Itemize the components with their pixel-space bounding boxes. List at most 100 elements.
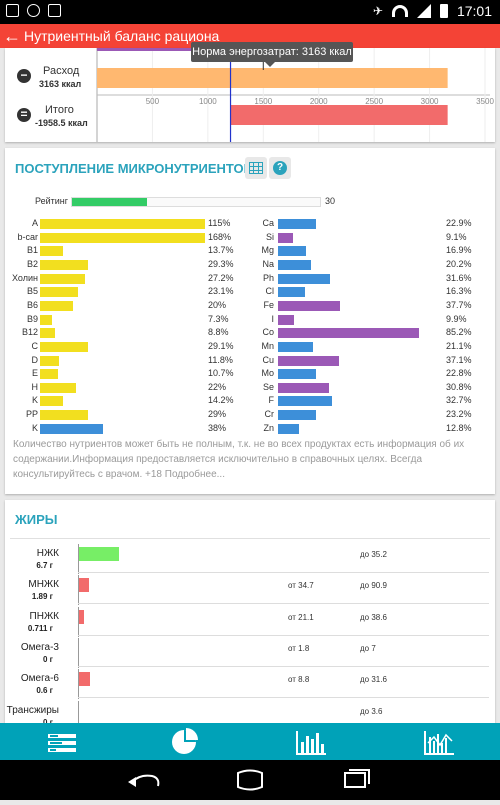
fat-bar: [79, 547, 119, 561]
help-button[interactable]: ?: [269, 157, 291, 179]
nutrient-bar: [40, 259, 89, 270]
divider: [10, 538, 490, 539]
fats-card: ЖИРЫ НЖК 6.7 г до 35.2 МНЖК 1.89 г от 34.7 до …: [5, 500, 495, 731]
fat-amount: 0.6 г: [36, 686, 53, 696]
nutrient-bar: [40, 219, 205, 229]
fat-amount: 6.7 г: [36, 561, 53, 570]
mineral-bar: [278, 232, 293, 243]
expense-bar: [97, 68, 448, 88]
nutrient-percent: 115%: [208, 218, 231, 228]
rating-value: 30: [325, 196, 336, 206]
fat-range-to: до 31.6: [360, 675, 387, 685]
mineral-bar: [278, 423, 300, 434]
fat-amount: 0 г: [42, 654, 53, 664]
mineral-bar: [278, 382, 329, 393]
mineral-label: Mn: [261, 340, 274, 351]
page-title: Нутриентный баланс рациона: [24, 28, 220, 44]
nutrient-label: H: [31, 381, 39, 392]
nutrient-percent: 29.3%: [208, 258, 234, 269]
home-icon[interactable]: [237, 769, 263, 791]
fat-name: Омега-3: [20, 641, 59, 653]
wifi-icon: [391, 5, 408, 17]
mineral-label: Cl: [265, 286, 275, 297]
mineral-label: Fe: [263, 299, 274, 310]
fat-range-to: до 38.6: [360, 612, 387, 622]
status-bar: ✈ 17:01: [0, 0, 500, 24]
table-view-button[interactable]: [245, 157, 267, 179]
nutrient-percent: 23.1%: [208, 286, 234, 297]
system-nav-bar: [0, 760, 500, 800]
fat-range-to: до 3.6: [360, 706, 383, 716]
mineral-bar: [278, 219, 316, 229]
energy-tick-label: 1500: [254, 97, 272, 106]
nutrient-label: Холин: [12, 272, 38, 283]
fat-range-from: от 21.1: [288, 612, 314, 622]
expense-minus-button[interactable]: −: [17, 69, 31, 83]
mineral-label: Co: [262, 327, 274, 338]
mineral-label: Zn: [263, 422, 274, 433]
nutrient-percent: 38%: [208, 422, 227, 433]
energy-tick-label: 3500: [476, 97, 494, 106]
recents-icon[interactable]: [344, 769, 370, 788]
mineral-percent: 21.1%: [446, 340, 472, 351]
fat-name: МНЖК: [28, 579, 59, 591]
nutrient-bar: [40, 273, 85, 284]
energy-tick-label: 3000: [421, 97, 439, 106]
list-view-icon[interactable]: [48, 734, 76, 752]
mineral-bar: [278, 355, 340, 366]
fat-axis: [78, 575, 79, 606]
fat-baseline: [78, 572, 489, 573]
mineral-percent: 16.3%: [446, 286, 472, 297]
nutrient-bar: [40, 300, 73, 311]
fat-axis: [78, 544, 79, 574]
nutrient-percent: 7.3%: [208, 313, 229, 324]
fat-axis: [78, 606, 79, 637]
mineral-bar: [278, 300, 341, 311]
fat-range-to: до 35.2: [360, 550, 387, 559]
mineral-percent: 9.1%: [446, 231, 467, 242]
mineral-bar: [278, 314, 295, 325]
total-equals-button[interactable]: =: [17, 108, 31, 122]
nutrient-percent: 168%: [208, 231, 232, 242]
mineral-percent: 37.1%: [446, 354, 472, 365]
mineral-bar: [278, 259, 312, 270]
table-icon: [249, 162, 263, 174]
back-icon[interactable]: [128, 774, 160, 787]
disclaimer-text[interactable]: Количество нутриентов может быть не полн…: [13, 439, 465, 480]
mineral-label: Si: [265, 231, 274, 242]
back-arrow-icon[interactable]: ←: [3, 25, 21, 46]
mineral-percent: 31.6%: [446, 272, 472, 283]
fat-bar: [79, 609, 85, 624]
nutrient-bar: [40, 232, 205, 243]
mineral-bar: [278, 369, 316, 380]
bar-chart-icon[interactable]: [296, 731, 326, 755]
fats-title: ЖИРЫ: [15, 512, 58, 527]
battery-icon: [439, 4, 448, 18]
total-value: -1958.5 ккал: [35, 118, 88, 128]
mineral-percent: 9.9%: [446, 313, 467, 324]
mineral-bar: [278, 287, 305, 298]
airplane-icon: ✈: [372, 4, 383, 18]
nutrient-bar: [40, 355, 60, 366]
mineral-percent: 85.2%: [446, 327, 472, 338]
mineral-percent: 30.8%: [446, 381, 472, 392]
pie-chart-icon[interactable]: [172, 728, 198, 754]
nutrient-label: B9: [26, 313, 38, 324]
mineral-percent: 20.2%: [446, 258, 472, 269]
fat-axis: [78, 669, 79, 700]
nutrient-bar: [40, 382, 77, 393]
nutrient-bar: [40, 369, 58, 380]
fat-bar: [79, 672, 91, 687]
nutrient-percent: 20%: [208, 299, 227, 310]
nutrient-label: B12: [21, 327, 38, 338]
stats-chart-icon[interactable]: [424, 731, 454, 755]
micronutrients-card: ПОСТУПЛЕНИЕ МИКРОНУТРИЕНТОВ ? Рейтинг 30…: [5, 148, 495, 494]
fat-baseline: [78, 603, 489, 605]
mineral-bar: [278, 396, 332, 407]
nutrient-label: B2: [26, 258, 38, 269]
energy-chart: 500 1000 1500 2000 2500 3000 3500: [96, 48, 494, 142]
nutrient-bar: [40, 423, 103, 434]
nutrient-percent: 11.8%: [208, 354, 233, 365]
nutrient-bar: [40, 246, 63, 257]
energy-tick-label: 500: [146, 97, 160, 106]
